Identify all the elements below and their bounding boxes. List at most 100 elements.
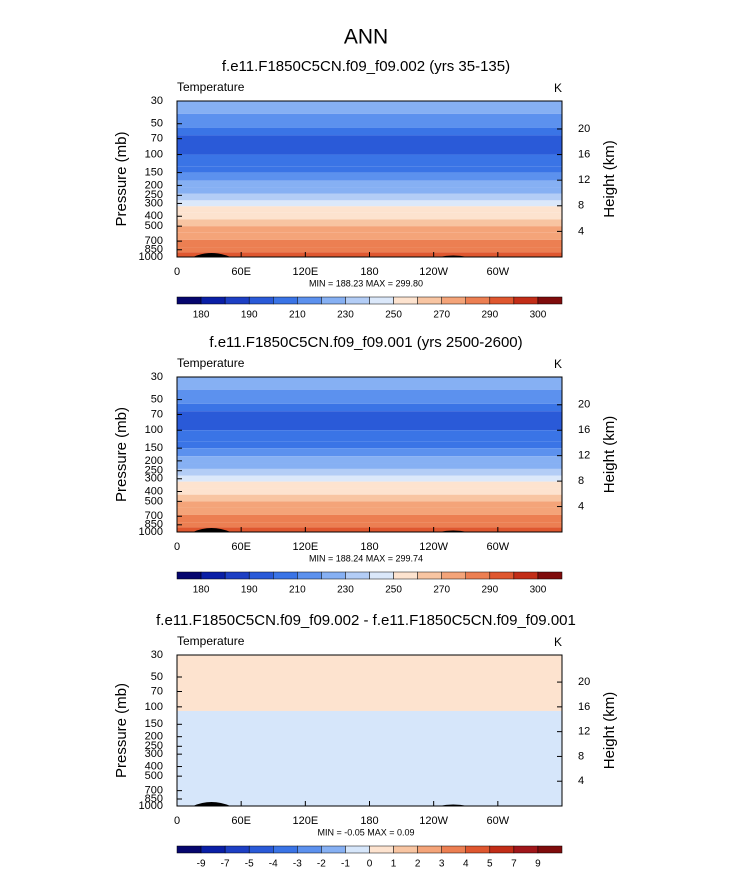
colorbar-box — [248, 571, 274, 580]
y-tick-label: 500 — [145, 220, 163, 232]
x-tick-label: 60W — [487, 266, 510, 278]
colorbar-box — [441, 845, 466, 854]
y-tick-label: 50 — [151, 118, 163, 130]
contour-band — [177, 200, 562, 207]
colorbar-label: -3 — [293, 859, 302, 870]
y-tick-label: 400 — [145, 485, 163, 497]
y-tick-label: 300 — [145, 197, 163, 209]
y2-tick-label: 16 — [578, 148, 590, 160]
colorbar-box — [369, 296, 394, 305]
stats: MIN = 188.23 MAX = 299.80 — [309, 278, 423, 288]
y2-tick-label: 8 — [578, 200, 584, 212]
colorbar-box — [176, 845, 202, 854]
y-axis-label: Pressure (mb) — [113, 683, 130, 778]
y-tick-label: 250 — [145, 465, 163, 477]
y-tick-label: 30 — [151, 371, 163, 383]
contour-band — [177, 166, 562, 173]
x-tick-label: 60E — [231, 815, 251, 827]
contour-band — [177, 475, 562, 482]
colorbar-box — [537, 296, 563, 305]
y-tick-label: 400 — [145, 760, 163, 772]
colorbar-label: 250 — [385, 310, 402, 321]
x-tick-label: 0 — [174, 815, 180, 827]
colorbar-label: 7 — [511, 859, 517, 870]
x-tick-label: 120E — [292, 266, 318, 278]
y2-tick-label: 16 — [578, 424, 590, 436]
contour-band — [177, 187, 562, 194]
y-tick-label: 700 — [145, 235, 163, 247]
colorbar-box — [513, 296, 539, 305]
y-tick-label: 250 — [145, 740, 163, 752]
contour-band — [177, 456, 562, 464]
colorbar-label: 300 — [530, 585, 547, 596]
colorbar-box — [273, 296, 298, 305]
colorbar-box — [321, 845, 346, 854]
colorbar-box — [393, 571, 418, 580]
colorbar-box — [248, 845, 274, 854]
colorbar-box — [417, 296, 442, 305]
y2-tick-label: 20 — [578, 399, 590, 411]
contour-band — [177, 710, 562, 806]
contour-band — [177, 135, 562, 155]
y-tick-label: 850 — [145, 793, 163, 805]
stats: MIN = 188.24 MAX = 299.74 — [309, 553, 423, 563]
colorbar-label: 190 — [241, 585, 258, 596]
colorbar-box — [176, 296, 202, 305]
colorbar-box — [273, 571, 298, 580]
colorbar-box — [297, 845, 322, 854]
colorbar-box — [224, 571, 250, 580]
colorbar-label: -1 — [341, 859, 350, 870]
y-tick-label: 30 — [151, 95, 163, 107]
axes — [176, 376, 563, 533]
y-tick-label: 50 — [151, 671, 163, 683]
y2-axis-label: Height (km) — [601, 692, 618, 770]
x-tick-label: 120E — [292, 541, 318, 553]
y-tick-label: 200 — [145, 179, 163, 191]
colorbar-box — [513, 571, 539, 580]
y2-tick-label: 20 — [578, 676, 590, 688]
contour-band — [177, 113, 562, 128]
y-tick-label: 70 — [151, 133, 163, 145]
contour-band — [177, 232, 562, 240]
colorbar-box — [224, 296, 250, 305]
colorbar-label: 210 — [289, 585, 306, 596]
colorbar-box — [441, 571, 466, 580]
y-tick-label: 50 — [151, 393, 163, 405]
colorbar-label: 9 — [535, 859, 541, 870]
colorbar-box — [248, 296, 274, 305]
colorbar-box — [321, 296, 346, 305]
colorbar-box — [513, 845, 539, 854]
colorbar-box — [465, 571, 491, 580]
colorbar-box — [465, 845, 491, 854]
right-label: K — [554, 81, 562, 95]
colorbar-label: -4 — [269, 859, 278, 870]
figure-title: ANN — [344, 26, 388, 49]
y-tick-label: 100 — [145, 424, 163, 436]
colorbar-label: 210 — [289, 310, 306, 321]
colorbar-box — [537, 845, 563, 854]
x-tick-label: 60W — [487, 541, 510, 553]
colorbar-box — [417, 845, 442, 854]
contour-band — [177, 226, 562, 233]
colorbar-box — [345, 571, 370, 580]
contour-band — [177, 247, 562, 253]
y-tick-label: 30 — [151, 649, 163, 661]
x-tick-label: 0 — [174, 541, 180, 553]
colorbar-box — [345, 845, 370, 854]
y2-tick-label: 20 — [578, 123, 590, 135]
y2-tick-label: 8 — [578, 750, 584, 762]
contour-band — [177, 154, 562, 167]
colorbar-box — [297, 571, 322, 580]
colorbar-box — [489, 845, 515, 854]
colorbar-box — [369, 571, 394, 580]
y-tick-label: 250 — [145, 189, 163, 201]
left-label: Temperature — [177, 356, 245, 370]
y-tick-label: 700 — [145, 785, 163, 797]
colorbar-box — [537, 571, 563, 580]
colorbar-box — [200, 845, 226, 854]
y-tick-label: 100 — [145, 701, 163, 713]
contour-band — [177, 206, 562, 213]
contour-band — [177, 180, 562, 188]
y-axis-label: Pressure (mb) — [113, 407, 130, 502]
